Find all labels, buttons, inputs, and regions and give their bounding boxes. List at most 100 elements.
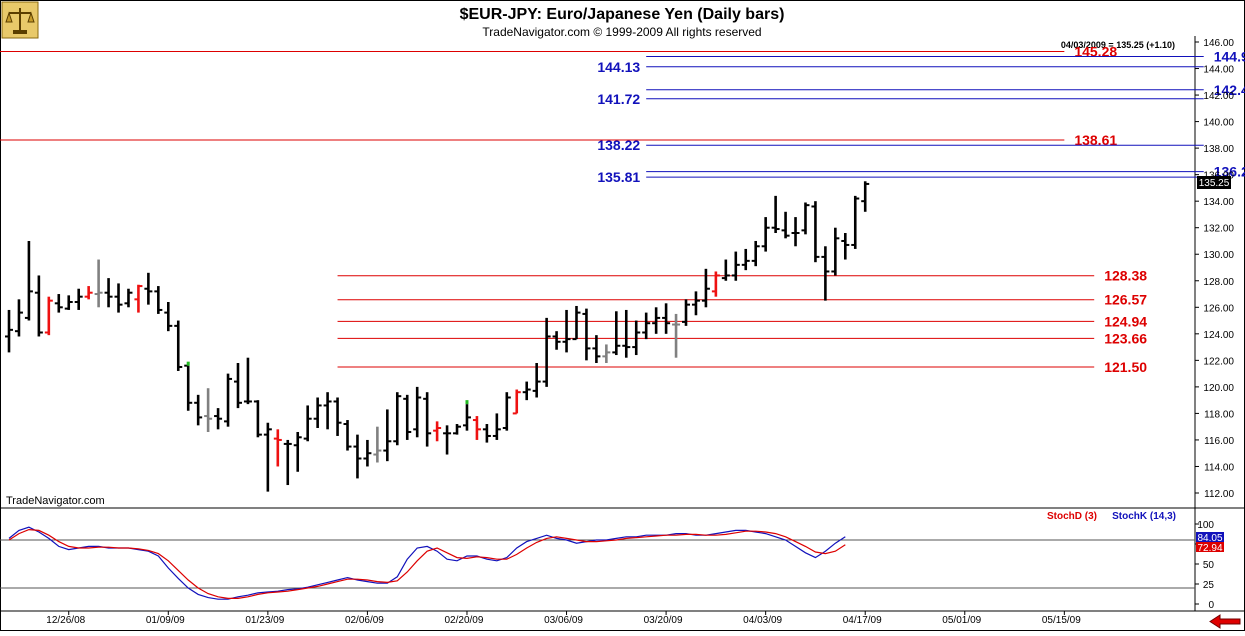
ohlc-bar — [443, 425, 452, 455]
ohlc-bar — [144, 272, 153, 305]
stochk-last-value: 84.05 — [1197, 533, 1222, 544]
ohlc-bar — [423, 392, 432, 447]
ohlc-bar — [691, 291, 700, 316]
ohlc-bar — [64, 295, 73, 310]
level-label-0: 145.28 — [1074, 44, 1117, 60]
ohlc-bar — [174, 320, 183, 371]
price-tick-label: 122.00 — [1203, 356, 1234, 367]
ohlc-bar — [194, 394, 203, 426]
ohlc-bar — [592, 335, 601, 364]
ohlc-bar — [24, 240, 33, 321]
ohlc-bar — [602, 344, 611, 364]
ohlc-bar — [363, 439, 372, 467]
chart-title: $EUR-JPY: Euro/Japanese Yen (Daily bars) — [460, 6, 785, 23]
ohlc-bar — [154, 286, 163, 314]
level-label-12: 136.23 — [1214, 164, 1245, 180]
ohlc-bar — [44, 296, 53, 336]
date-tick-label: 05/15/09 — [1042, 615, 1081, 626]
ohlc-bar — [731, 251, 740, 281]
green-signal-marker — [186, 361, 190, 366]
ohlc-bar — [512, 389, 521, 415]
price-tick-label: 120.00 — [1203, 383, 1234, 394]
ohlc-bar — [184, 361, 193, 411]
ohlc-bar — [124, 288, 133, 308]
price-tick-label: 114.00 — [1204, 462, 1234, 473]
ohlc-bars — [5, 181, 870, 492]
date-tick-label: 05/01/09 — [942, 615, 981, 626]
ohlc-bar — [751, 240, 760, 267]
level-label-9: 142.40 — [1214, 82, 1245, 98]
green-signal-marker — [465, 400, 469, 405]
ohlc-bar — [393, 392, 402, 446]
ohlc-bar — [253, 400, 262, 438]
level-label-1: 138.61 — [1074, 132, 1117, 148]
level-label-8: 144.13 — [597, 59, 640, 75]
last-bar-info: 04/03/2009 = 135.25 (+1.10) — [1061, 40, 1175, 50]
watermark-text: TradeNavigator.com — [6, 495, 105, 507]
ohlc-bar — [672, 313, 681, 358]
ohlc-bar — [682, 299, 691, 326]
ohlc-bar — [642, 312, 651, 340]
level-label-7: 144.91 — [1214, 48, 1245, 64]
price-tick-label: 126.00 — [1203, 303, 1234, 314]
price-tick-label: 116.00 — [1204, 436, 1234, 447]
stochastic-panel: 0255075100 — [0, 520, 1214, 611]
date-tick-label: 03/06/09 — [544, 615, 583, 626]
ohlc-bar — [701, 268, 710, 308]
ohlc-bar — [54, 294, 63, 313]
ohlc-bar — [233, 363, 242, 409]
ohlc-bar — [433, 421, 442, 442]
copyright-text: TradeNavigator.com © 1999-2009 All right… — [482, 25, 761, 39]
date-tick-label: 02/20/09 — [445, 615, 484, 626]
date-tick-label: 03/20/09 — [644, 615, 683, 626]
price-tick-label: 132.00 — [1203, 224, 1234, 235]
ohlc-bar — [612, 311, 621, 356]
ohlc-bar — [861, 181, 870, 212]
ohlc-bar — [761, 217, 770, 252]
ohlc-bar — [373, 426, 382, 463]
stochd-value-box — [1196, 542, 1224, 552]
ohlc-bar — [263, 422, 272, 492]
ohlc-bar — [403, 394, 412, 440]
stochd-line — [8, 528, 846, 600]
stoch-tick-label: 25 — [1203, 580, 1215, 591]
stoch-tick-label: 100 — [1197, 520, 1214, 531]
ohlc-bar — [14, 299, 23, 337]
ohlc-bar — [771, 195, 780, 234]
ohlc-bar — [243, 357, 252, 405]
ohlc-bar — [94, 259, 103, 308]
ohlc-bar — [164, 301, 173, 332]
date-tick-label: 04/03/09 — [743, 615, 782, 626]
ohlc-bar — [204, 388, 213, 432]
ohlc-bar — [622, 309, 631, 358]
ohlc-bar — [711, 271, 720, 297]
ohlc-bar — [851, 195, 860, 249]
ohlc-bar — [34, 275, 43, 337]
ohlc-bar — [333, 397, 342, 436]
level-label-4: 124.94 — [1104, 313, 1147, 329]
ohlc-bar — [582, 308, 591, 361]
ohlc-bar — [552, 331, 561, 350]
ohlc-bar — [811, 201, 820, 263]
ohlc-bar — [741, 248, 750, 271]
ohlc-bar — [831, 227, 840, 276]
price-tick-label: 146.00 — [1203, 38, 1234, 49]
level-label-13: 135.81 — [597, 169, 640, 185]
ohlc-bar — [562, 309, 571, 353]
level-label-10: 141.72 — [597, 91, 640, 107]
ohlc-bar — [801, 202, 810, 235]
date-tick-label: 01/23/09 — [245, 615, 284, 626]
price-tick-label: 118.00 — [1204, 409, 1234, 420]
ohlc-bar — [84, 286, 93, 300]
stochk-value-box — [1196, 532, 1224, 542]
level-label-2: 128.38 — [1104, 268, 1147, 284]
stochd-legend: StochD (3) — [1047, 511, 1097, 522]
level-label-11: 138.22 — [597, 137, 640, 153]
ohlc-bar — [293, 431, 302, 472]
scroll-right-arrow-icon[interactable] — [1208, 614, 1242, 629]
ohlc-bar — [821, 246, 830, 301]
ohlc-bar — [104, 278, 113, 308]
ohlc-bar — [114, 283, 123, 313]
